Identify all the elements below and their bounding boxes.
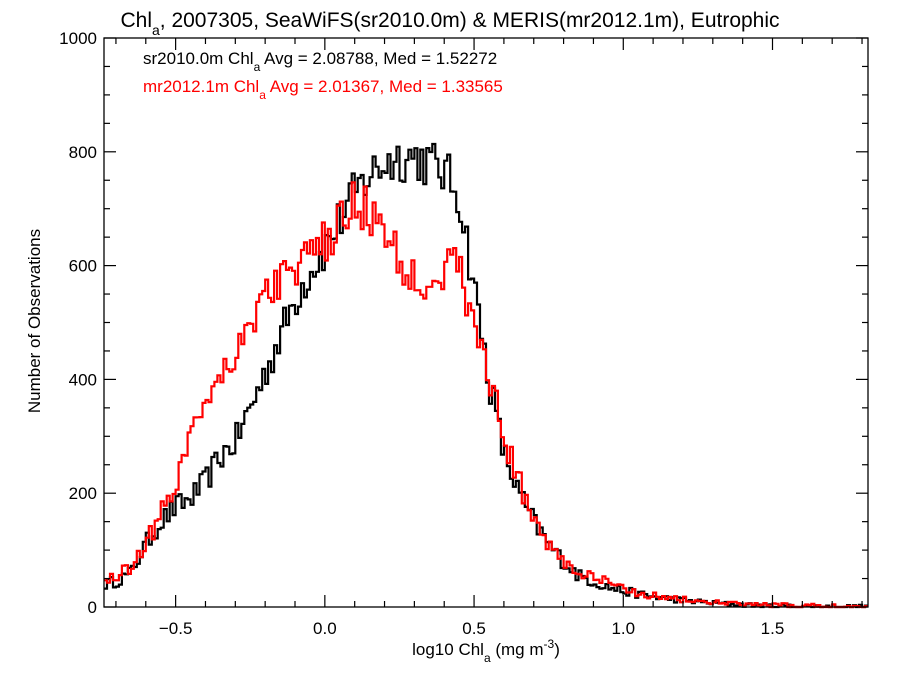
legend-entry-2-suffix: Avg = 2.01367, Med = 1.33565 bbox=[266, 77, 503, 96]
histogram-series-1 bbox=[104, 142, 868, 609]
histogram-series-2 bbox=[104, 181, 868, 609]
legend-entry-1-prefix: sr2010.0m Chl bbox=[143, 49, 254, 68]
legend-entry-2-prefix: mr2012.1m Chl bbox=[143, 77, 259, 96]
legend-entry-2-sub: a bbox=[259, 88, 266, 102]
x-tick-label: 0.0 bbox=[313, 619, 337, 638]
y-tick-label: 400 bbox=[69, 370, 97, 389]
legend-entry-2: mr2012.1m Chla Avg = 2.01367, Med = 1.33… bbox=[143, 77, 503, 102]
y-tick-label: 800 bbox=[69, 143, 97, 162]
x-tick-label: 1.0 bbox=[611, 619, 635, 638]
x-tick-label: 1.5 bbox=[761, 619, 785, 638]
x-tick-label: −0.5 bbox=[159, 619, 193, 638]
y-tick-label: 600 bbox=[69, 257, 97, 276]
chart-title-suffix: , 2007305, SeaWiFS(sr2010.0m) & MERIS(mr… bbox=[160, 9, 780, 32]
chart-title-prefix: Chl bbox=[120, 9, 152, 32]
chart-title: Chla, 2007305, SeaWiFS(sr2010.0m) & MERI… bbox=[120, 9, 779, 38]
legend-entry-1-sub: a bbox=[254, 60, 261, 74]
legend-entry-1-suffix: Avg = 2.08788, Med = 1.52272 bbox=[260, 49, 497, 68]
y-tick-label: 200 bbox=[69, 484, 97, 503]
x-axis-label-mid: (mg m bbox=[491, 640, 544, 659]
y-tick-label: 0 bbox=[88, 598, 97, 617]
x-axis-label-prefix: log10 Chl bbox=[412, 640, 484, 659]
y-tick-label: 1000 bbox=[59, 29, 97, 48]
x-axis-label-sub: a bbox=[484, 651, 491, 665]
x-tick-label: 0.5 bbox=[462, 619, 486, 638]
x-axis-label-sup: -3 bbox=[544, 637, 555, 651]
legend-entry-1: sr2010.0m Chla Avg = 2.08788, Med = 1.52… bbox=[143, 49, 497, 74]
x-axis-label-suffix: ) bbox=[554, 640, 560, 659]
x-axis-label: log10 Chla (mg m-3) bbox=[412, 637, 560, 665]
y-axis-label: Number of Observations bbox=[25, 229, 44, 413]
plot-area: −0.5 0.0 0.5 1.0 1.5 0 200 400 600 800 1000 bbox=[59, 29, 869, 638]
plot-frame bbox=[103, 37, 869, 608]
chart-title-sub: a bbox=[152, 22, 160, 38]
